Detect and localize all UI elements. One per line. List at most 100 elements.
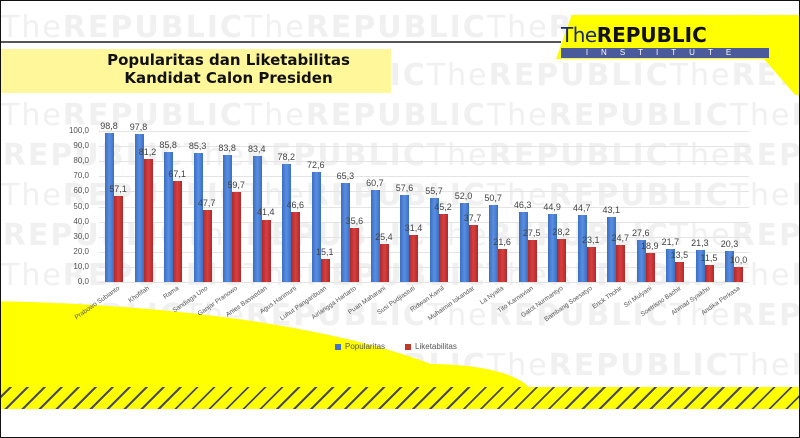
value-label-popularitas: 85,8: [159, 140, 177, 151]
bar-popularitas: [548, 214, 558, 282]
value-label-popularitas: 21,3: [691, 237, 709, 248]
bar-group: [164, 131, 186, 282]
value-label-liketabilitas: 37,7: [463, 213, 482, 224]
value-label-popularitas: 97,8: [129, 122, 148, 133]
value-label-liketabilitas: 67,1: [168, 168, 186, 179]
y-tick-label: 40,0: [73, 216, 89, 226]
bar-liketabilitas: [379, 243, 389, 282]
bottom-margin: [1, 409, 799, 437]
bar-group: [725, 131, 747, 282]
chart-legend: Popularitas Liketabilitas: [335, 342, 457, 351]
y-tick-label: 30,0: [73, 231, 89, 241]
bar-liketabilitas: [439, 213, 448, 282]
hatched-stripe: [1, 387, 799, 409]
bar-popularitas: [725, 251, 735, 282]
gridline: [99, 161, 749, 163]
bar-liketabilitas: [675, 261, 685, 282]
logo-republic: REPUBLIC: [596, 23, 707, 47]
bar-liketabilitas: [645, 253, 655, 282]
value-label-popularitas: 44,7: [572, 202, 591, 213]
chart-title-line1: Popularitas dan Liketabilitas: [107, 51, 350, 69]
value-label-popularitas: 72,6: [307, 160, 325, 171]
bar-liketabilitas: [291, 211, 301, 282]
bar-liketabilitas: [173, 180, 183, 282]
value-label-liketabilitas: 21,6: [493, 237, 511, 248]
value-label-popularitas: 50,7: [484, 193, 502, 204]
bar-group: [311, 131, 334, 282]
bar-group: [223, 131, 245, 282]
y-tick-label: 70,0: [73, 171, 89, 181]
bar-group: [636, 131, 659, 282]
value-label-liketabilitas: 13,5: [670, 249, 689, 260]
y-tick-label: 20,0: [73, 246, 89, 256]
bar-popularitas: [459, 203, 469, 282]
value-label-popularitas: 83,8: [218, 143, 236, 154]
value-label-liketabilitas: 81,2: [138, 147, 157, 158]
value-label-liketabilitas: 24,7: [611, 232, 630, 243]
bar-liketabilitas: [734, 266, 744, 282]
bar-popularitas: [164, 152, 174, 282]
value-label-liketabilitas: 59,7: [227, 179, 245, 190]
bar-group: [370, 131, 393, 282]
value-label-popularitas: 78,2: [277, 151, 296, 162]
bar-popularitas: [400, 195, 410, 282]
bar-popularitas: [666, 249, 676, 282]
bar-popularitas: [193, 153, 203, 282]
bar-popularitas: [695, 249, 705, 282]
y-tick-label: 0,0: [77, 277, 89, 286]
value-label-popularitas: 52,0: [454, 191, 473, 202]
bar-liketabilitas: [468, 225, 478, 282]
value-label-liketabilitas: 45,2: [434, 201, 452, 212]
bar-group: [489, 131, 511, 282]
bar-group: [607, 131, 629, 282]
value-label-popularitas: 60,7: [366, 178, 384, 189]
bar-group: [282, 131, 304, 282]
bar-popularitas: [430, 197, 439, 282]
bar-liketabilitas: [202, 209, 212, 282]
value-label-popularitas: 65,3: [336, 171, 355, 182]
bar-popularitas: [489, 205, 499, 282]
bar-liketabilitas: [232, 191, 242, 282]
legend-swatch-popularitas: [335, 343, 341, 350]
bar-liketabilitas: [557, 239, 567, 282]
bar-popularitas: [134, 134, 144, 282]
bar-popularitas: [370, 190, 380, 282]
bar-group: [105, 131, 127, 282]
value-label-popularitas: 20,3: [720, 239, 739, 250]
bar-liketabilitas: [409, 234, 419, 282]
value-label-popularitas: 85,3: [188, 141, 207, 152]
value-label-liketabilitas: 28,2: [552, 227, 570, 238]
gridline: [99, 251, 749, 253]
bar-liketabilitas: [143, 159, 153, 282]
bar-liketabilitas: [616, 244, 626, 282]
bar-popularitas: [105, 132, 114, 282]
y-tick-label: 10,0: [73, 261, 89, 271]
bar-popularitas: [311, 172, 321, 282]
value-label-popularitas: 46,3: [513, 200, 532, 211]
bar-popularitas: [341, 183, 351, 282]
bar-liketabilitas: [350, 228, 360, 282]
logo-institute: INSTITUTE: [561, 48, 769, 58]
value-label-liketabilitas: 35,6: [345, 216, 364, 227]
gridline: [99, 206, 749, 208]
chart-title-line2: Kandidat Calon Presiden: [124, 69, 333, 87]
bar-group: [430, 131, 452, 282]
value-label-liketabilitas: 27,5: [522, 228, 541, 239]
y-tick-label: 50,0: [73, 201, 89, 211]
gridline: [99, 131, 749, 132]
value-label-popularitas: 44,9: [543, 202, 561, 213]
value-label-liketabilitas: 57,1: [109, 183, 127, 194]
gridline: [99, 191, 749, 193]
bar-popularitas: [607, 216, 617, 282]
bar-popularitas: [577, 214, 587, 282]
bar-popularitas: [252, 156, 262, 282]
value-label-liketabilitas: 11,5: [700, 252, 718, 263]
chart-title: Popularitas dan Liketabilitas Kandidat C…: [71, 51, 386, 87]
gridline: [99, 221, 749, 223]
value-label-liketabilitas: 31,4: [404, 222, 423, 233]
title-band: [1, 49, 391, 93]
y-tick-label: 60,0: [73, 186, 89, 196]
bar-liketabilitas: [320, 259, 330, 282]
gridline: [99, 146, 749, 148]
